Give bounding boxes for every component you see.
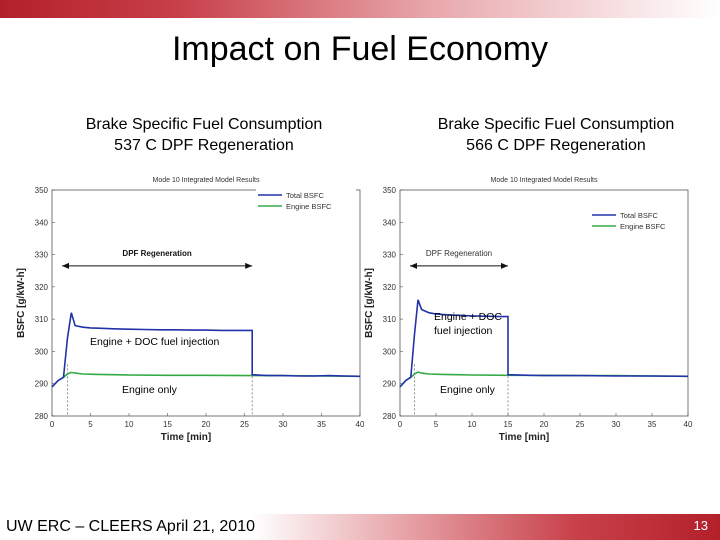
right-regen-arrow-right [501, 262, 508, 269]
right-ytick-label: 320 [383, 283, 397, 292]
left-ytick-label: 320 [35, 283, 49, 292]
left-series-total-bsfc [51, 312, 361, 388]
left-inner-title: Mode 10 Integrated Model Results [152, 177, 260, 184]
right-ytick-label: 310 [383, 315, 397, 324]
left-x-axis-label: Time [min] [161, 432, 211, 443]
left-annotation-upper: Engine + DOC fuel injection [90, 336, 219, 348]
footer-text: UW ERC – CLEERS April 21, 2010 [6, 518, 255, 535]
left-ytick-label: 340 [35, 218, 49, 227]
left-xtick-label: 5 [88, 420, 93, 429]
right-heading-line-2: 566 C DPF Regeneration [466, 137, 646, 154]
left-legend-box [256, 189, 356, 215]
right-xtick-label: 15 [504, 420, 513, 429]
left-ytick-label: 280 [35, 412, 49, 421]
right-legend-label-total-bsfc: Total BSFC [620, 211, 659, 220]
left-xtick-label: 0 [50, 420, 55, 429]
left-regen-arrow-right [245, 262, 253, 269]
left-xtick-label: 20 [202, 420, 211, 429]
left-heading-line-1: Brake Specific Fuel Consumption [85, 116, 323, 133]
right-regen-span-label: DPF Regeneration [426, 249, 492, 258]
page-number: 13 [693, 518, 708, 533]
bottom-accent-bar [0, 514, 720, 540]
right-ytick-label: 350 [383, 186, 397, 195]
right-ytick-label: 340 [383, 218, 397, 227]
left-ytick-label: 290 [35, 380, 49, 389]
left-y-axis-label: BSFC [g/kW-h] [16, 268, 27, 338]
left-chart-heading: Brake Specific Fuel Consumption 537 C DP… [34, 114, 374, 156]
left-legend-label-total-bsfc: Total BSFC [286, 191, 325, 200]
right-ytick-label: 330 [383, 251, 397, 260]
left-ytick-label: 330 [35, 251, 49, 260]
right-xtick-label: 35 [648, 420, 657, 429]
left-ytick-label: 300 [35, 347, 49, 356]
right-xtick-label: 30 [612, 420, 621, 429]
left-bsfc-chart: Mode 10 Integrated Model Results35034033… [16, 177, 364, 443]
left-heading-line-2: 537 C DPF Regeneration [114, 137, 294, 154]
right-ytick-label: 290 [383, 380, 397, 389]
left-annotation-lower: Engine only [122, 384, 178, 396]
right-ytick-label: 280 [383, 412, 397, 421]
right-bsfc-chart: Mode 10 Integrated Model Results35034033… [364, 177, 693, 443]
left-xtick-label: 10 [125, 420, 134, 429]
left-ytick-label: 310 [35, 315, 49, 324]
right-inner-title: Mode 10 Integrated Model Results [490, 177, 598, 184]
right-xtick-label: 25 [576, 420, 585, 429]
left-xtick-label: 35 [317, 420, 326, 429]
left-xtick-label: 25 [240, 420, 249, 429]
right-legend-box [590, 209, 684, 235]
right-annotation-upper-line-2: fuel injection [434, 325, 493, 337]
left-xtick-label: 30 [279, 420, 288, 429]
right-legend: Total BSFC Engine BSFC [590, 209, 684, 235]
right-xtick-label: 0 [398, 420, 403, 429]
top-accent-bar [0, 0, 720, 18]
right-legend-label-engine-bsfc: Engine BSFC [620, 222, 666, 231]
right-chart-heading: Brake Specific Fuel Consumption 566 C DP… [386, 114, 720, 156]
right-heading-line-1: Brake Specific Fuel Consumption [437, 116, 675, 133]
left-ytick-label: 350 [35, 186, 49, 195]
right-ytick-label: 300 [383, 347, 397, 356]
right-xtick-label: 10 [468, 420, 477, 429]
left-xtick-label: 40 [356, 420, 364, 429]
right-annotation-upper-line-1: Engine + DOC [434, 311, 502, 323]
right-x-axis-label: Time [min] [499, 432, 549, 443]
left-plot-area [51, 189, 361, 417]
right-xtick-label: 5 [434, 420, 439, 429]
right-annotation-lower: Engine only [440, 384, 496, 396]
left-regen-span-label: DPF Regeneration [122, 249, 191, 258]
right-xtick-label: 40 [684, 420, 693, 429]
left-xtick-label: 15 [163, 420, 172, 429]
left-regen-arrow-left [62, 262, 69, 269]
right-xtick-label: 20 [540, 420, 549, 429]
right-y-axis-label: BSFC [g/kW-h] [364, 268, 375, 338]
slide-title: Impact on Fuel Economy [171, 30, 549, 68]
right-series-total-bsfc [399, 299, 689, 388]
left-legend: Total BSFC Engine BSFC [256, 189, 356, 215]
right-regen-arrow-left [410, 262, 417, 269]
left-legend-label-engine-bsfc: Engine BSFC [286, 202, 332, 211]
